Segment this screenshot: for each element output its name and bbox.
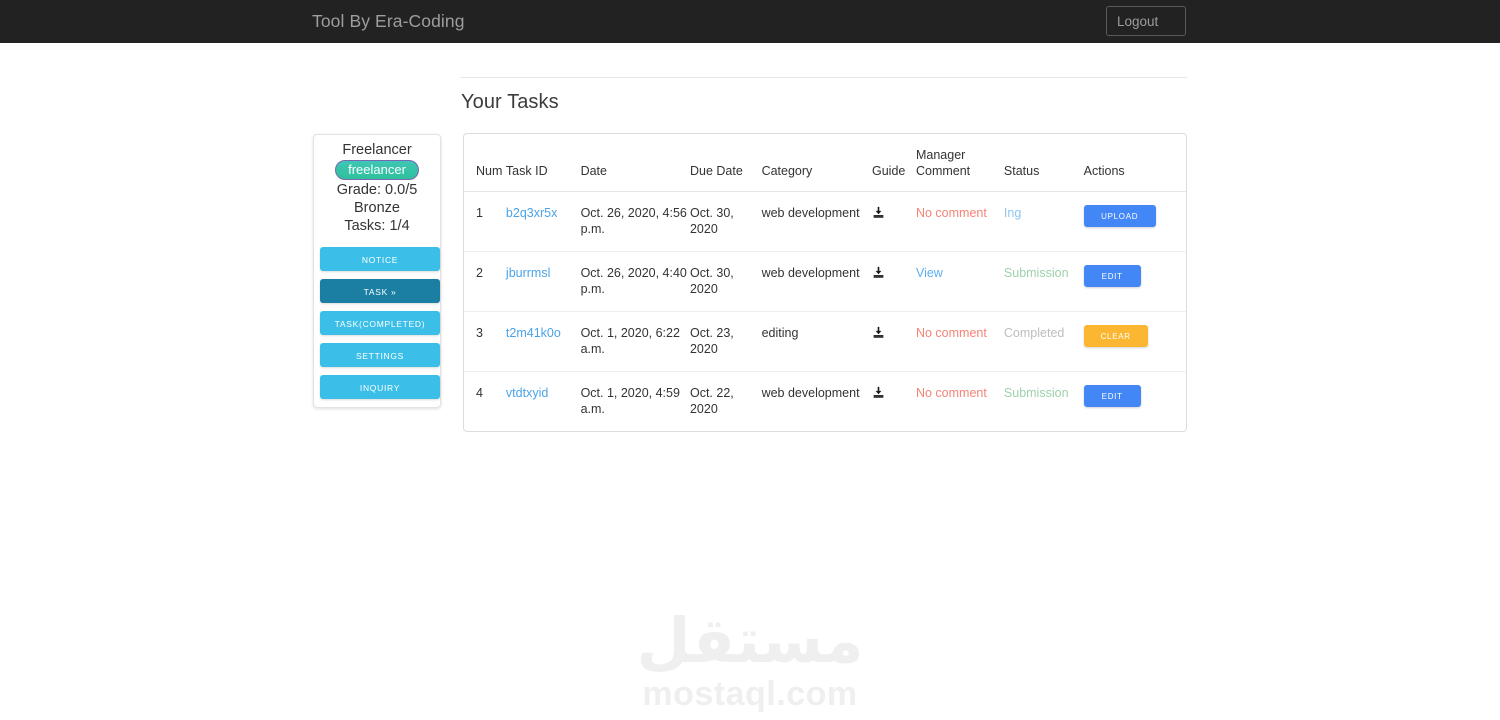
col-header-guide: Guide [872, 134, 916, 192]
action-clear-button[interactable]: CLEAR [1083, 324, 1148, 347]
cell-manager-comment: No comment [915, 191, 1004, 252]
cell-date: Oct. 26, 2020, 4:40 p.m. [580, 251, 690, 312]
sidebar-item-inquiry[interactable]: INQUIRY [320, 375, 440, 399]
cell-category: web development [761, 251, 872, 312]
cell-guide [872, 371, 916, 431]
col-header-manager-comment-line2: Comment [915, 163, 971, 178]
manager-comment-text: No comment [915, 205, 987, 220]
cell-actions: CLEAR [1083, 311, 1186, 372]
cell-manager-comment: No comment [915, 311, 1004, 372]
tasks-table-head: Num Task ID Date Due Date Category Guide… [464, 134, 1186, 192]
app-brand-title: Tool By Era-Coding [312, 11, 465, 31]
top-navbar: Tool By Era-Coding Logout [0, 0, 1500, 43]
cell-actions: EDIT [1083, 251, 1186, 312]
cell-manager-comment: View [915, 251, 1004, 312]
cell-num: 3 [464, 311, 506, 372]
cell-date: Oct. 1, 2020, 4:59 a.m. [580, 385, 680, 417]
cell-due-date: Oct. 30, 2020 [689, 191, 762, 252]
cell-status: Submission [1003, 251, 1084, 312]
status-badge: Submission [1003, 385, 1069, 400]
table-row: 4 vtdtxyid Oct. 1, 2020, 4:59 a.m. Oct. 22,… [464, 371, 1186, 431]
cell-status: Submission [1004, 371, 1084, 431]
watermark-latin-text: mostaql.com [642, 675, 858, 713]
col-header-date: Date [580, 134, 690, 192]
cell-num: 2 [464, 251, 506, 312]
col-header-status: Status [1003, 134, 1084, 192]
task-id-link[interactable]: t2m41k0o [505, 325, 561, 340]
cell-status: Ing [1003, 191, 1084, 252]
main-content: Your Tasks Freelancer freelancer Grade: … [0, 43, 1500, 720]
cell-actions: EDIT [1083, 371, 1186, 431]
cell-task-id: t2m41k0o [505, 311, 581, 372]
table-header-row: Num Task ID Date Due Date Category Guide… [464, 134, 1186, 192]
sidebar-item-task[interactable]: TASK » [320, 279, 440, 303]
table-row: 1 b2q3xr5x Oct. 26, 2020, 4:56 p.m. Oct. 30… [464, 191, 1186, 252]
task-id-link[interactable]: jburrmsl [505, 265, 551, 280]
cell-category: editing [761, 311, 872, 372]
cell-manager-comment: No comment [916, 371, 1004, 431]
profile-grade: Grade: 0.0/5 [336, 182, 418, 198]
cell-actions: UPLOAD [1083, 191, 1186, 252]
content-divider [460, 77, 1187, 78]
profile-badge-wrap: freelancer [320, 160, 434, 180]
page-title: Your Tasks [461, 91, 559, 113]
cell-task-id: b2q3xr5x [505, 191, 581, 252]
col-header-actions: Actions [1083, 134, 1186, 192]
cell-date: Oct. 26, 2020, 4:56 p.m. [580, 191, 690, 252]
tasks-table-card: Num Task ID Date Due Date Category Guide… [463, 133, 1187, 432]
manager-comment-text: No comment [915, 325, 987, 340]
cell-due-date: Oct. 23, 2020 [689, 311, 762, 372]
col-header-manager-comment-line1: Manager [915, 147, 966, 162]
action-edit-button[interactable]: EDIT [1083, 264, 1141, 287]
status-badge: Ing [1003, 205, 1022, 220]
action-upload-button[interactable]: UPLOAD [1083, 204, 1156, 227]
col-header-due-date: Due Date [689, 134, 762, 192]
col-header-num: Num [464, 134, 506, 192]
sidebar-item-settings[interactable]: SETTINGS [320, 343, 440, 367]
download-icon[interactable] [872, 385, 885, 400]
cell-category: web development [761, 191, 872, 252]
cell-task-id: vtdtxyid [506, 371, 581, 431]
cell-num: 4 [476, 385, 483, 400]
role-badge: freelancer [335, 160, 419, 180]
col-header-manager-comment: Manager Comment [915, 134, 1004, 192]
manager-comment-text: No comment [915, 385, 987, 400]
profile-role-title: Freelancer [342, 142, 412, 158]
sidebar-item-task-completed[interactable]: TASK(COMPLETED) [320, 311, 440, 335]
logout-button[interactable]: Logout [1106, 6, 1186, 36]
table-row: 3 t2m41k0o Oct. 1, 2020, 6:22 a.m. Oct. 23,… [464, 311, 1186, 372]
tasks-table-body: 1 b2q3xr5x Oct. 26, 2020, 4:56 p.m. Oct. 30… [464, 191, 1186, 431]
download-icon[interactable] [872, 265, 885, 280]
cell-status: Completed [1003, 311, 1084, 372]
col-header-task-id: Task ID [505, 134, 581, 192]
cell-num: 1 [464, 191, 506, 252]
task-id-link[interactable]: vtdtxyid [505, 385, 549, 400]
download-icon[interactable] [872, 325, 885, 340]
tasks-table: Num Task ID Date Due Date Category Guide… [464, 134, 1186, 431]
sidebar-item-notice[interactable]: NOTICE [320, 247, 440, 271]
profile-tier: Bronze [354, 200, 400, 216]
manager-comment-view-link[interactable]: View [915, 265, 943, 280]
sidebar-nav-list: NOTICE TASK » TASK(COMPLETED) SETTINGS I… [320, 247, 440, 399]
status-badge: Completed [1003, 325, 1065, 340]
cell-guide [872, 311, 916, 372]
cell-date: Oct. 1, 2020, 6:22 a.m. [580, 311, 690, 372]
profile-sidebar-card: Freelancer freelancer Grade: 0.0/5 Bronz… [313, 134, 441, 408]
watermark-arabic-text: مستقل [636, 604, 864, 677]
download-icon[interactable] [872, 205, 885, 220]
cell-due-date: Oct. 22, 2020 [689, 385, 734, 417]
cell-category: web development [761, 385, 860, 400]
cell-guide [872, 251, 916, 312]
task-id-link[interactable]: b2q3xr5x [505, 205, 558, 220]
cell-guide [872, 191, 916, 252]
action-edit-button[interactable]: EDIT [1083, 384, 1141, 407]
col-header-category: Category [761, 134, 872, 192]
mostaql-watermark: مستقل mostaql.com [0, 608, 1500, 714]
cell-due-date: Oct. 30, 2020 [689, 251, 762, 312]
status-badge: Submission [1003, 265, 1069, 280]
table-row: 2 jburrmsl Oct. 26, 2020, 4:40 p.m. Oct. 30… [464, 251, 1186, 312]
cell-task-id: jburrmsl [505, 251, 581, 312]
profile-tasks-count: Tasks: 1/4 [344, 218, 410, 234]
